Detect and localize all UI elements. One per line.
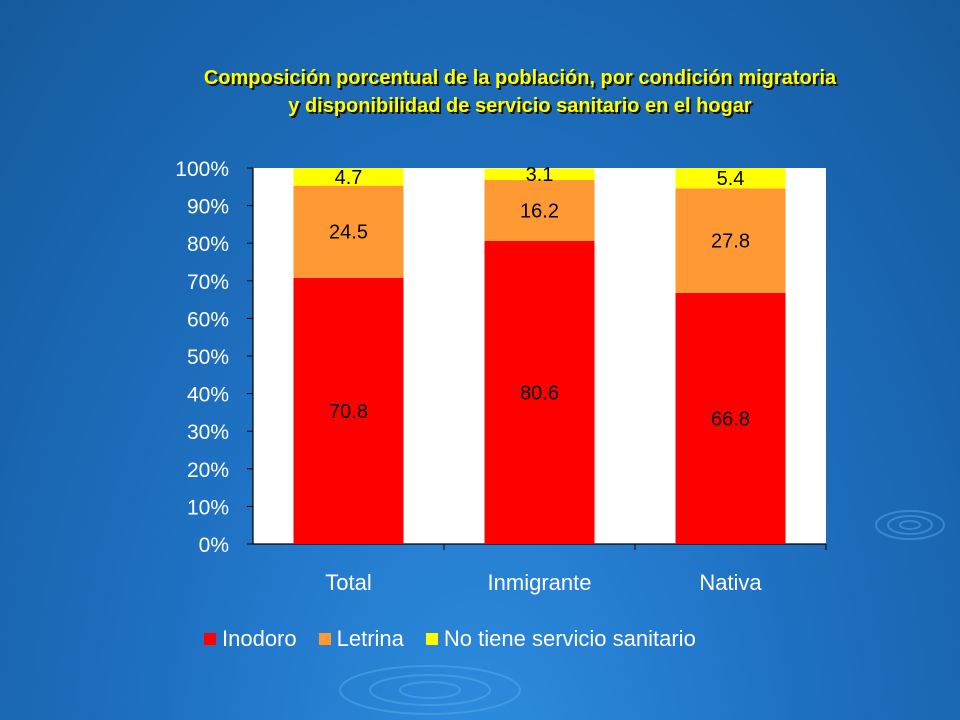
bar-segment (675, 292, 786, 544)
y-tick-label: 90% (187, 196, 229, 219)
legend-swatch-sin-servicio (425, 633, 438, 645)
data-label: 3.1 (526, 164, 554, 186)
bar-segment (484, 180, 595, 241)
data-label: 66.8 (711, 408, 750, 430)
legend-label-letrina: Letrina (336, 626, 404, 651)
chart-title: Composición porcentual de la población, … (80, 64, 960, 120)
bar-segment (484, 168, 595, 181)
data-label: 24.5 (329, 222, 368, 244)
legend-item-letrina: Letrina (318, 626, 404, 652)
legend-item-sin-servicio: No tiene servicio sanitario (425, 626, 696, 652)
legend-label-inodoro: Inodoro (222, 626, 297, 651)
y-tick-label: 40% (187, 384, 229, 407)
bar-segment (293, 277, 404, 544)
y-tick-label: 50% (187, 346, 229, 369)
y-tick-label: 20% (187, 459, 229, 482)
bar-segment (293, 168, 404, 186)
y-tick-label: 30% (187, 421, 229, 444)
x-tick-label: Inmigrante (488, 570, 592, 595)
bar-segment (293, 185, 404, 278)
legend-label-sin-servicio: No tiene servicio sanitario (443, 626, 696, 651)
legend-swatch-inodoro (204, 633, 216, 645)
data-label: 4.7 (335, 167, 363, 189)
y-tick-label: 70% (187, 271, 229, 294)
legend-item-inodoro: Inodoro (204, 626, 297, 652)
bar-segment (484, 240, 595, 544)
bar-segment (675, 188, 786, 293)
stacked-bar-chart: 0% 10% 20% 30% 40% 50% 60% 70% 80% 90% 100% 70.8 24.… (175, 158, 827, 595)
data-label: 27.8 (711, 231, 750, 253)
data-label: 80.6 (520, 382, 559, 404)
data-label: 5.4 (717, 168, 745, 190)
data-label: 70.8 (329, 401, 368, 423)
y-tick-label: 60% (187, 308, 229, 331)
legend-swatch-letrina (318, 633, 331, 645)
y-tick-label: 10% (187, 496, 229, 519)
y-tick-label: 80% (187, 233, 229, 256)
legend: Inodoro Letrina No tiene servicio sanita… (204, 624, 696, 654)
y-tick-label: 100% (175, 158, 229, 181)
bar-segment (675, 168, 786, 189)
x-tick-label: Nativa (699, 570, 762, 595)
chart-title-line2: y disponibilidad de servicio sanitario e… (288, 95, 752, 117)
data-label: 16.2 (520, 200, 559, 222)
y-tick-label: 0% (199, 534, 229, 557)
x-tick-label: Total (325, 570, 371, 595)
chart-title-line1: Composición porcentual de la población, … (203, 67, 837, 89)
